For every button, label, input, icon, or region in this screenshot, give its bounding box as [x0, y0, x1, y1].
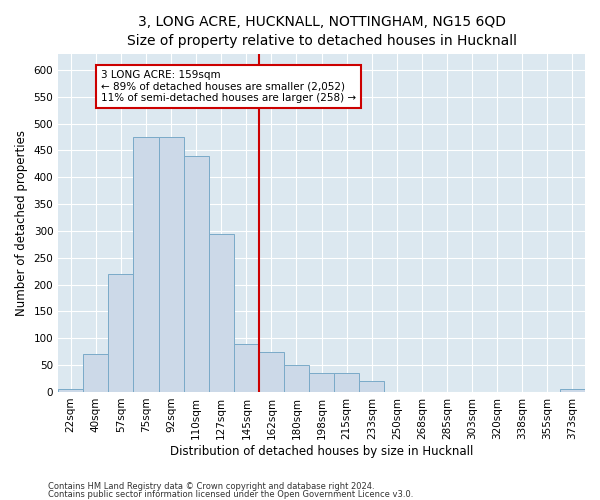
Bar [58, 390, 83, 392]
Text: 3 LONG ACRE: 159sqm
← 89% of detached houses are smaller (2,052)
11% of semi-det: 3 LONG ACRE: 159sqm ← 89% of detached ho… [101, 70, 356, 103]
Bar [309, 373, 334, 392]
X-axis label: Distribution of detached houses by size in Hucknall: Distribution of detached houses by size … [170, 444, 473, 458]
Bar [284, 365, 309, 392]
Bar [109, 274, 133, 392]
Bar [259, 352, 284, 392]
Bar [83, 354, 109, 392]
Bar [158, 137, 184, 392]
Bar [133, 137, 158, 392]
Bar [184, 156, 209, 392]
Bar [234, 344, 259, 392]
Bar [209, 234, 234, 392]
Text: Contains public sector information licensed under the Open Government Licence v3: Contains public sector information licen… [48, 490, 413, 499]
Title: 3, LONG ACRE, HUCKNALL, NOTTINGHAM, NG15 6QD
Size of property relative to detach: 3, LONG ACRE, HUCKNALL, NOTTINGHAM, NG15… [127, 15, 517, 48]
Bar [560, 390, 585, 392]
Text: Contains HM Land Registry data © Crown copyright and database right 2024.: Contains HM Land Registry data © Crown c… [48, 482, 374, 491]
Y-axis label: Number of detached properties: Number of detached properties [15, 130, 28, 316]
Bar [359, 381, 385, 392]
Bar [334, 373, 359, 392]
